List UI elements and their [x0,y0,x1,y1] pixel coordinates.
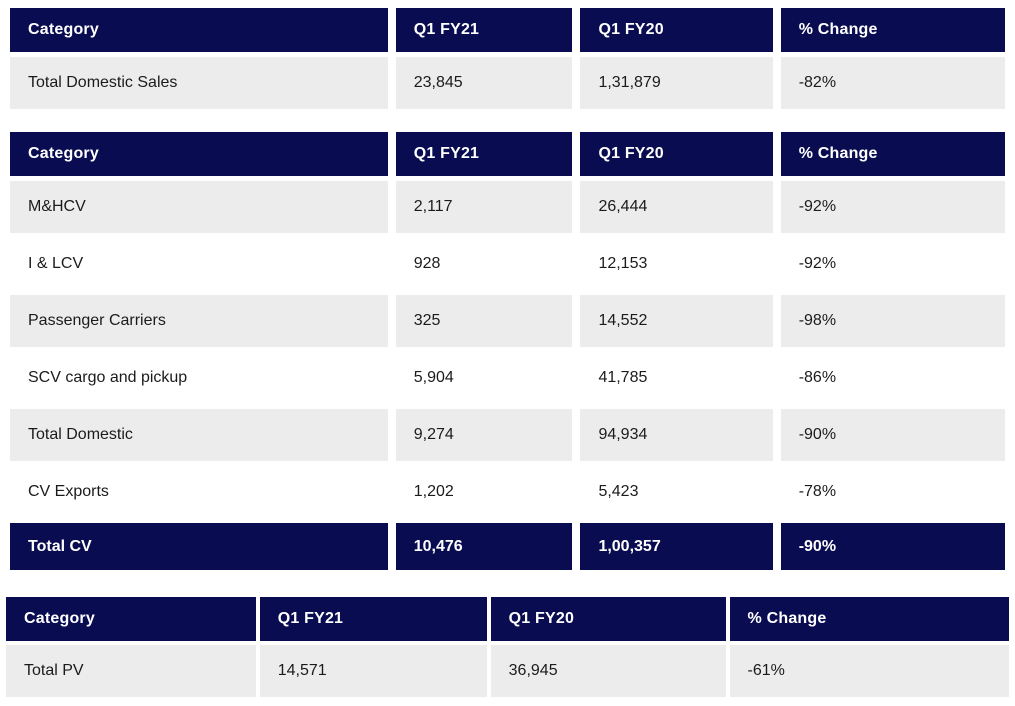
table-row: SCV cargo and pickup 5,904 41,785 -86% [10,352,1005,404]
q1fy20-cell: 1,00,357 [580,523,773,570]
category-cell: M&HCV [10,181,388,233]
category-cell: SCV cargo and pickup [10,352,388,404]
header-cell-q1fy20: Q1 FY20 [580,8,773,52]
category-cell: Total PV [6,645,256,697]
header-cell-change: % Change [729,597,1009,641]
total-domestic-sales-table: Category Q1 FY21 Q1 FY20 % Change Total … [2,3,1013,114]
change-cell: -90% [780,523,1005,570]
q1fy20-cell: 14,552 [580,295,773,347]
category-cell: Total Domestic [10,409,388,461]
header-cell-q1fy20: Q1 FY20 [490,597,726,641]
table-row: I & LCV 928 12,153 -92% [10,238,1005,290]
table-header-row: Category Q1 FY21 Q1 FY20 % Change [10,8,1005,52]
change-cell: -86% [780,352,1005,404]
change-cell: -82% [780,57,1005,109]
passenger-vehicles-table: Category Q1 FY21 Q1 FY20 % Change Total … [2,593,1013,701]
q1fy20-cell: 36,945 [490,645,726,697]
header-cell-q1fy21: Q1 FY21 [259,597,487,641]
change-cell: -90% [780,409,1005,461]
category-cell: Passenger Carriers [10,295,388,347]
commercial-vehicles-table: Category Q1 FY21 Q1 FY20 % Change M&HCV … [2,127,1013,575]
change-cell: -78% [780,466,1005,518]
header-cell-change: % Change [780,132,1005,176]
q1fy21-cell: 928 [395,238,573,290]
table-row: Total Domestic Sales 23,845 1,31,879 -82… [10,57,1005,109]
header-cell-q1fy21: Q1 FY21 [395,8,573,52]
table-row: Total PV 14,571 36,945 -61% [6,645,1009,697]
table-header-row: Category Q1 FY21 Q1 FY20 % Change [10,132,1005,176]
change-cell: -92% [780,181,1005,233]
total-cv-row: Total CV 10,476 1,00,357 -90% [10,523,1005,570]
table-row: M&HCV 2,117 26,444 -92% [10,181,1005,233]
change-cell: -61% [729,645,1009,697]
header-cell-change: % Change [780,8,1005,52]
category-cell: Total Domestic Sales [10,57,388,109]
q1fy21-cell: 14,571 [259,645,487,697]
q1fy21-cell: 5,904 [395,352,573,404]
q1fy21-cell: 1,202 [395,466,573,518]
header-cell-q1fy21: Q1 FY21 [395,132,573,176]
header-cell-category: Category [10,8,388,52]
q1fy21-cell: 9,274 [395,409,573,461]
q1fy20-cell: 26,444 [580,181,773,233]
q1fy20-cell: 12,153 [580,238,773,290]
header-cell-category: Category [6,597,256,641]
header-cell-q1fy20: Q1 FY20 [580,132,773,176]
table-row: CV Exports 1,202 5,423 -78% [10,466,1005,518]
q1fy20-cell: 94,934 [580,409,773,461]
table-header-row: Category Q1 FY21 Q1 FY20 % Change [6,597,1009,641]
category-cell: CV Exports [10,466,388,518]
header-cell-category: Category [10,132,388,176]
category-cell: I & LCV [10,238,388,290]
table-row: Passenger Carriers 325 14,552 -98% [10,295,1005,347]
change-cell: -98% [780,295,1005,347]
q1fy20-cell: 5,423 [580,466,773,518]
q1fy21-cell: 23,845 [395,57,573,109]
q1fy20-cell: 1,31,879 [580,57,773,109]
q1fy21-cell: 325 [395,295,573,347]
q1fy20-cell: 41,785 [580,352,773,404]
category-cell: Total CV [10,523,388,570]
q1fy21-cell: 10,476 [395,523,573,570]
table-row: Total Domestic 9,274 94,934 -90% [10,409,1005,461]
change-cell: -92% [780,238,1005,290]
q1fy21-cell: 2,117 [395,181,573,233]
